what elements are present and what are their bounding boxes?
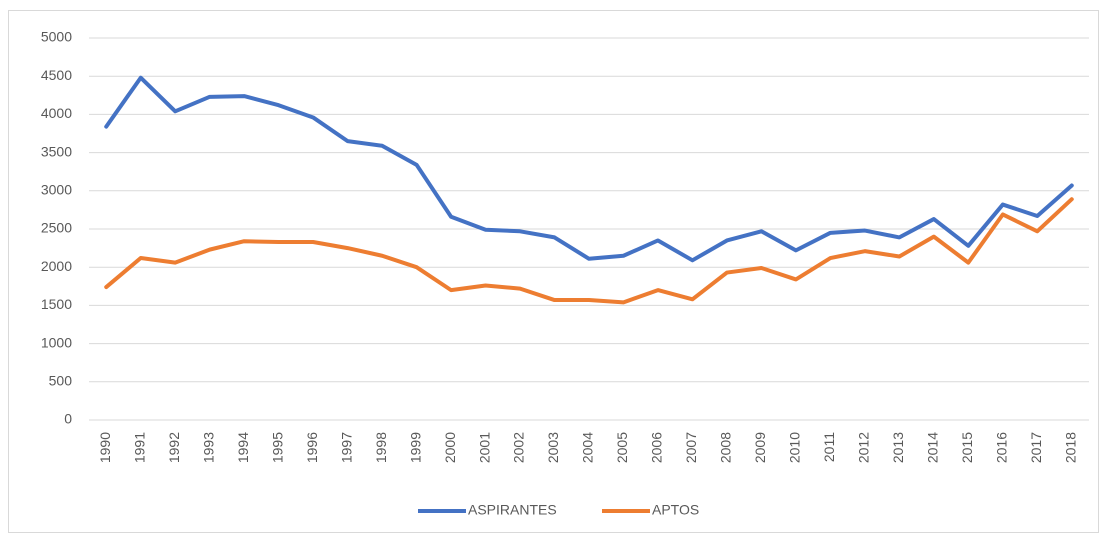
y-tick-label: 4000 <box>41 105 72 121</box>
x-tick-label: 1992 <box>166 432 182 463</box>
x-tick-label: 2002 <box>511 432 527 463</box>
y-tick-label: 1000 <box>41 334 72 350</box>
x-tick-label: 2013 <box>890 432 906 463</box>
x-tick-label: 2012 <box>856 432 872 463</box>
x-tick-label: 2008 <box>718 432 734 463</box>
line <box>104 197 1074 305</box>
x-tick-label: 1998 <box>373 432 389 463</box>
x-tick-label: 2004 <box>580 432 596 463</box>
x-tick-label: 2016 <box>993 432 1009 463</box>
x-tick-label: 1991 <box>131 432 147 463</box>
x-tick-label: 1999 <box>407 432 423 463</box>
x-tick-label: 1994 <box>235 432 251 463</box>
x-tick-label: 1995 <box>269 432 285 463</box>
x-tick-label: 2003 <box>545 432 561 463</box>
y-tick-label: 2500 <box>41 220 72 236</box>
y-tick-label: 3000 <box>41 182 72 198</box>
x-tick-label: 2014 <box>925 432 941 463</box>
x-tick-label: 1996 <box>304 432 320 463</box>
y-tick-label: 2000 <box>41 258 72 274</box>
x-tick-label: 2011 <box>821 432 837 462</box>
x-tick-label: 2001 <box>476 432 492 463</box>
x-tick-label: 2009 <box>752 432 768 463</box>
x-tick-label: 2005 <box>614 432 630 463</box>
x-tick-label: 2017 <box>1028 432 1044 463</box>
y-tick-label: 0 <box>64 411 72 427</box>
x-tick-label: 2010 <box>787 432 803 463</box>
y-tick-label: 5000 <box>41 29 72 45</box>
x-tick-label: 2007 <box>683 432 699 463</box>
x-tick-label: 2000 <box>442 432 458 463</box>
x-tick-label: 2006 <box>649 432 665 463</box>
x-tick-label: 2018 <box>1062 432 1078 463</box>
y-tick-label: 4500 <box>41 67 72 83</box>
y-tick-label: 3500 <box>41 143 72 159</box>
x-tick-label: 1993 <box>200 432 216 463</box>
x-tick-label: 2015 <box>959 432 975 463</box>
line <box>104 75 1074 263</box>
legend-label: APTOS <box>652 502 699 518</box>
legend-label: ASPIRANTES <box>468 502 557 518</box>
x-tick-label: 1990 <box>97 432 113 463</box>
y-tick-label: 1500 <box>41 296 72 312</box>
x-tick-label: 1997 <box>338 432 354 463</box>
y-tick-label: 500 <box>49 373 73 389</box>
chart-border <box>8 10 1099 533</box>
